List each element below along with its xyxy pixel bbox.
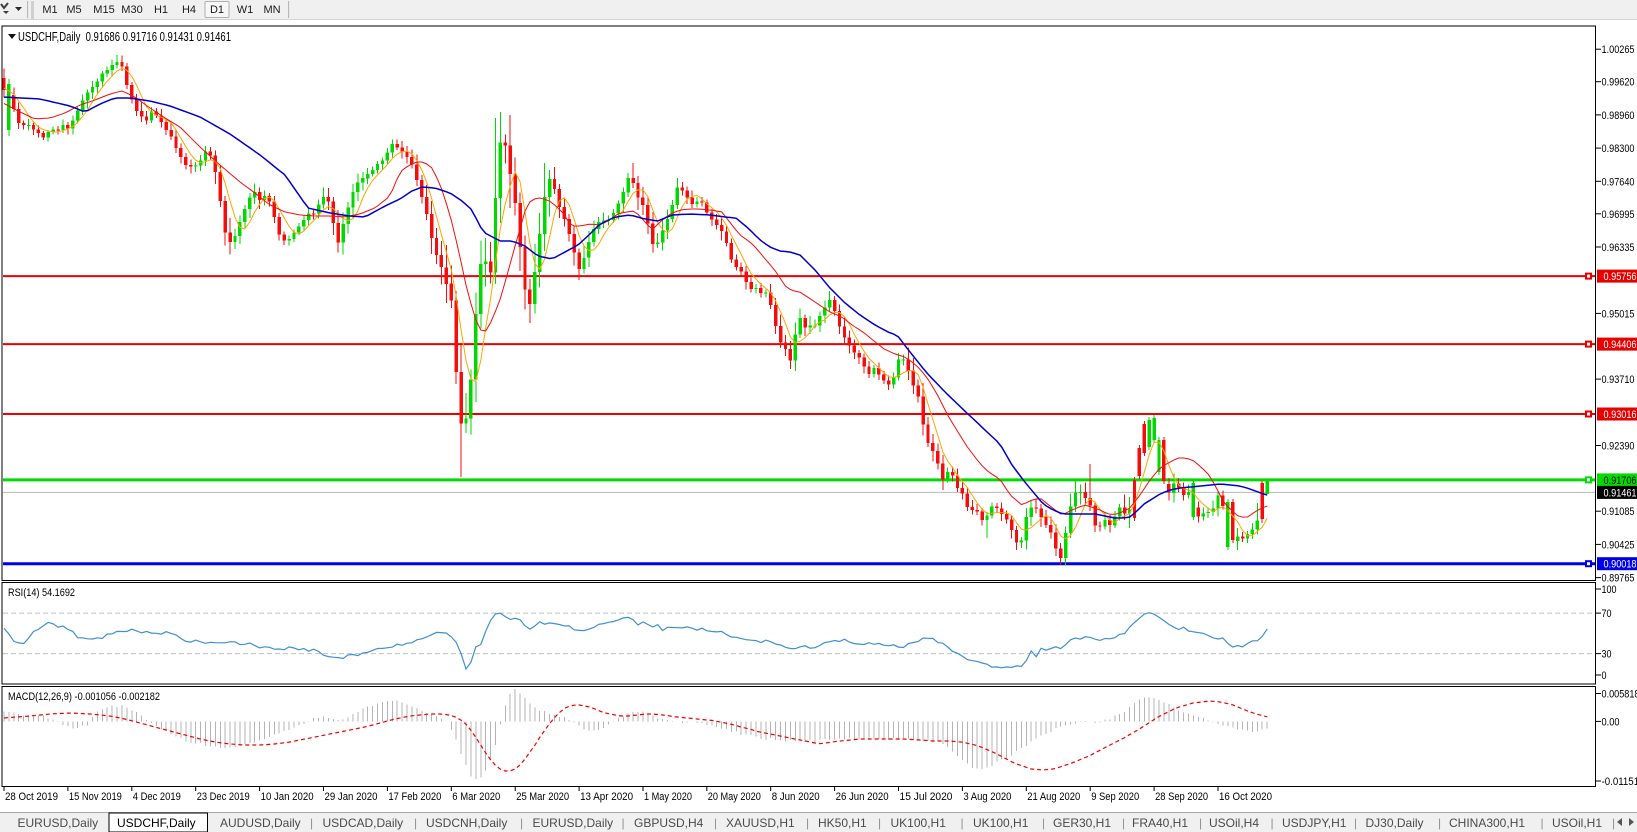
svg-text:|: | <box>1612 816 1615 830</box>
svg-text:-0.011514: -0.011514 <box>1602 776 1637 788</box>
svg-text:|: | <box>1042 816 1045 830</box>
svg-text:UK100,H1: UK100,H1 <box>891 816 947 830</box>
svg-text:|: | <box>1354 816 1357 830</box>
svg-text:USOil,H4: USOil,H4 <box>1209 816 1259 830</box>
svg-text:0.005818: 0.005818 <box>1602 689 1637 701</box>
svg-text:|: | <box>878 816 881 830</box>
svg-text:0.97640: 0.97640 <box>1602 176 1635 188</box>
svg-text:M5: M5 <box>66 4 81 16</box>
svg-text:|: | <box>1199 816 1202 830</box>
svg-text:0.90425: 0.90425 <box>1602 539 1635 551</box>
svg-text:28 Sep 2020: 28 Sep 2020 <box>1155 791 1208 803</box>
svg-text:M1: M1 <box>42 4 57 16</box>
svg-text:4 Dec 2019: 4 Dec 2019 <box>133 791 181 803</box>
svg-text:0.91706: 0.91706 <box>1604 475 1637 487</box>
svg-text:XAUUSD,H1: XAUUSD,H1 <box>726 816 795 830</box>
svg-text:1 May 2020: 1 May 2020 <box>644 791 692 803</box>
svg-text:0.95756: 0.95756 <box>1604 271 1637 283</box>
svg-text:70: 70 <box>1602 608 1612 620</box>
svg-text:|: | <box>714 816 717 830</box>
svg-text:3 Aug 2020: 3 Aug 2020 <box>963 791 1011 803</box>
svg-text:|: | <box>1541 816 1544 830</box>
svg-text:100: 100 <box>1602 584 1617 596</box>
svg-text:M30: M30 <box>121 4 142 16</box>
svg-text:0.96335: 0.96335 <box>1602 242 1635 254</box>
svg-text:EURUSD,Daily: EURUSD,Daily <box>18 816 99 830</box>
svg-text:0.99620: 0.99620 <box>1602 77 1635 89</box>
svg-text:USDCHF,Daily: USDCHF,Daily <box>117 816 196 830</box>
svg-text:D1: D1 <box>210 4 224 16</box>
svg-text:0.98300: 0.98300 <box>1602 143 1635 155</box>
svg-text:USOil,H1: USOil,H1 <box>1552 816 1602 830</box>
svg-text:USDJPY,H1: USDJPY,H1 <box>1282 816 1347 830</box>
svg-text:GBPUSD,H4: GBPUSD,H4 <box>634 816 704 830</box>
svg-text:M15: M15 <box>93 4 114 16</box>
svg-text:UK100,H1: UK100,H1 <box>973 816 1029 830</box>
svg-text:15 Jul 2020: 15 Jul 2020 <box>900 791 953 803</box>
svg-text:USDCHF,Daily 0.91686 0.91716: USDCHF,Daily 0.91686 0.91716 0.91431 0.9… <box>18 29 231 44</box>
svg-text:0.91461: 0.91461 <box>1604 487 1637 499</box>
svg-text:0.89765: 0.89765 <box>1602 573 1635 585</box>
svg-text:AUDUSD,Daily: AUDUSD,Daily <box>220 816 301 830</box>
svg-text:RSI(14) 54.1692: RSI(14) 54.1692 <box>8 587 75 599</box>
svg-text:|: | <box>310 816 313 830</box>
svg-text:USDCNH,Daily: USDCNH,Daily <box>426 816 507 830</box>
svg-text:28 Oct 2019: 28 Oct 2019 <box>5 791 58 803</box>
svg-text:21 Aug 2020: 21 Aug 2020 <box>1027 791 1080 803</box>
svg-text:16 Oct 2020: 16 Oct 2020 <box>1219 791 1272 803</box>
svg-text:23 Dec 2019: 23 Dec 2019 <box>197 791 250 803</box>
svg-text:CHINA300,H1: CHINA300,H1 <box>1449 816 1525 830</box>
svg-text:|: | <box>414 816 417 830</box>
svg-text:|: | <box>1438 816 1441 830</box>
svg-text:GER30,H1: GER30,H1 <box>1053 816 1111 830</box>
svg-text:0.92390: 0.92390 <box>1602 441 1635 453</box>
svg-text:USDCAD,Daily: USDCAD,Daily <box>323 816 404 830</box>
svg-text:H1: H1 <box>154 4 168 16</box>
svg-text:13 Apr 2020: 13 Apr 2020 <box>580 791 633 803</box>
svg-text:30: 30 <box>1602 649 1612 661</box>
svg-text:|: | <box>1122 816 1125 830</box>
svg-text:8 Jun 2020: 8 Jun 2020 <box>772 791 820 803</box>
svg-text:EURUSD,Daily: EURUSD,Daily <box>533 816 614 830</box>
svg-text:20 May 2020: 20 May 2020 <box>708 791 761 803</box>
svg-text:W1: W1 <box>237 4 254 16</box>
svg-text:0.93710: 0.93710 <box>1602 374 1635 386</box>
svg-text:H4: H4 <box>182 4 196 16</box>
svg-text:9 Sep 2020: 9 Sep 2020 <box>1091 791 1139 803</box>
svg-text:|: | <box>520 816 523 830</box>
svg-text:0.91085: 0.91085 <box>1602 506 1635 518</box>
svg-text:26 Jun 2020: 26 Jun 2020 <box>836 791 889 803</box>
svg-text:|: | <box>622 816 625 830</box>
svg-text:0.96995: 0.96995 <box>1602 209 1635 221</box>
svg-text:0.90018: 0.90018 <box>1604 559 1637 571</box>
svg-text:25 Mar 2020: 25 Mar 2020 <box>516 791 569 803</box>
svg-text:0.00: 0.00 <box>1602 716 1620 728</box>
svg-text:|: | <box>806 816 809 830</box>
svg-text:29 Jan 2020: 29 Jan 2020 <box>325 791 378 803</box>
svg-text:|: | <box>961 816 964 830</box>
svg-text:DJ30,Daily: DJ30,Daily <box>1366 816 1424 830</box>
svg-text:6 Mar 2020: 6 Mar 2020 <box>452 791 500 803</box>
svg-text:0.95015: 0.95015 <box>1602 308 1635 320</box>
svg-text:0.98960: 0.98960 <box>1602 110 1635 122</box>
svg-text:|: | <box>1271 816 1274 830</box>
svg-text:MN: MN <box>263 4 280 16</box>
svg-text:15 Nov 2019: 15 Nov 2019 <box>69 791 122 803</box>
svg-text:FRA40,H1: FRA40,H1 <box>1132 816 1188 830</box>
svg-text:0: 0 <box>1602 670 1607 682</box>
svg-text:HK50,H1: HK50,H1 <box>818 816 867 830</box>
svg-text:0.93016: 0.93016 <box>1604 409 1637 421</box>
svg-text:17 Feb 2020: 17 Feb 2020 <box>388 791 441 803</box>
svg-text:MACD(12,26,9) -0.001056 -0.002: MACD(12,26,9) -0.001056 -0.002182 <box>8 691 160 703</box>
svg-text:0.94406: 0.94406 <box>1604 339 1637 351</box>
svg-text:1.00265: 1.00265 <box>1602 44 1635 56</box>
svg-text:10 Jan 2020: 10 Jan 2020 <box>261 791 314 803</box>
